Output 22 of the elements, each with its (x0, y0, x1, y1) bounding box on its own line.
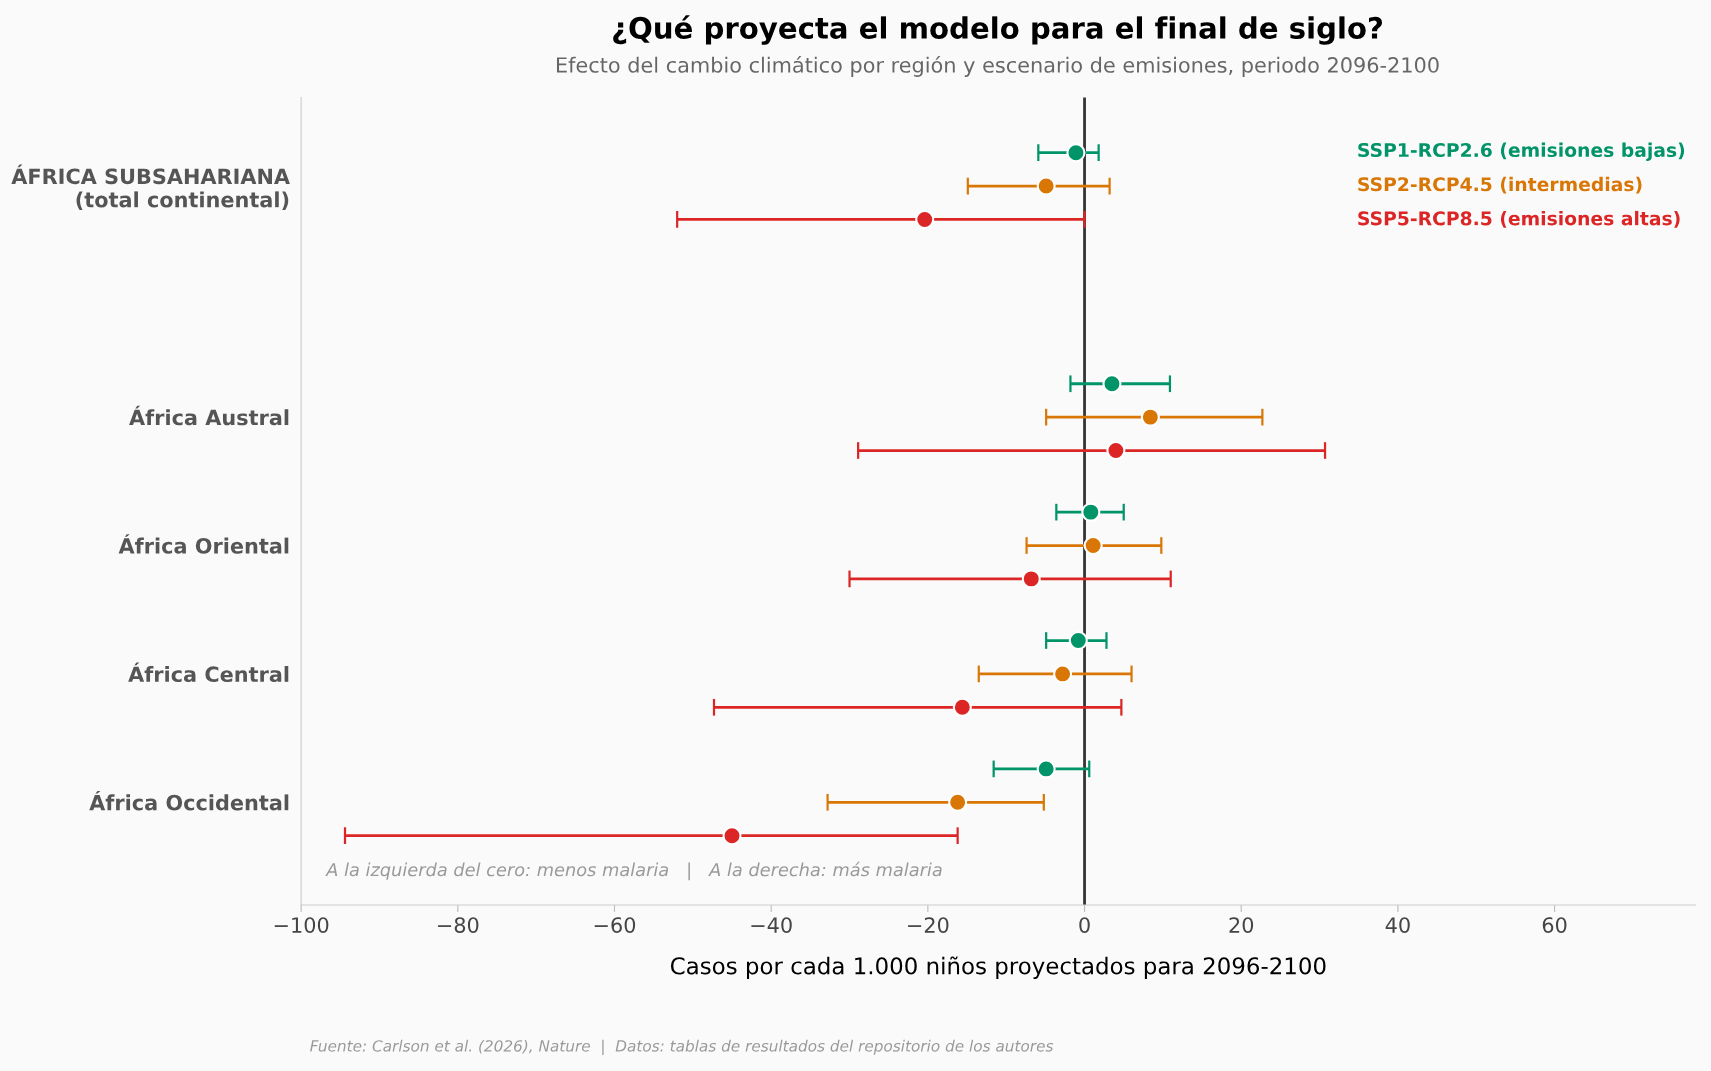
text: SSP1-RCP2.6 (emisiones bajas) (1358, 142, 1685, 161)
source-note: Fuente: Carlson et al. (2026), Nature | Datos: tablas de resultados del repositorio de los autores (310, 1039, 1054, 1056)
x-axis-title: Casos por cada 1.000 niños proyectados para 2096-2100 (670, 956, 1326, 979)
x-tick-label: −80 (438, 917, 479, 933)
x-tick-label: 0 (1079, 917, 1090, 933)
x-tick-label: −40 (751, 917, 792, 933)
x-tick-label: 20 (1229, 917, 1254, 933)
text: SSP2-RCP4.5 (intermedias) (1358, 176, 1642, 194)
annotation: A la izquierda del cero: menos malaria | A la derecha: más malaria (325, 861, 942, 881)
chart-title: ¿Qué proyecta el modelo para el final de siglo? (613, 15, 1383, 45)
y-tick-label: África Austral (129, 405, 289, 426)
text: SSP5-RCP8.5 (emisiones altas) (1358, 210, 1680, 228)
x-tick-label: 40 (1385, 917, 1410, 933)
chart-subtitle: Efecto del cambio climático por región y escenario de emisiones, periodo 2096-2100 (556, 55, 1439, 77)
y-tick-label: ÁFRICA SUBSAHARIANA (total continental) (11, 164, 290, 210)
y-tick-label: África Occidental (89, 790, 289, 811)
y-tick-label: África Central (128, 662, 289, 683)
y-tick-label: África Oriental (118, 534, 289, 554)
x-tick-label: −20 (908, 917, 949, 933)
x-tick-label: 60 (1542, 917, 1567, 933)
x-tick-label: −100 (274, 917, 329, 933)
x-tick-label: −60 (594, 917, 636, 933)
